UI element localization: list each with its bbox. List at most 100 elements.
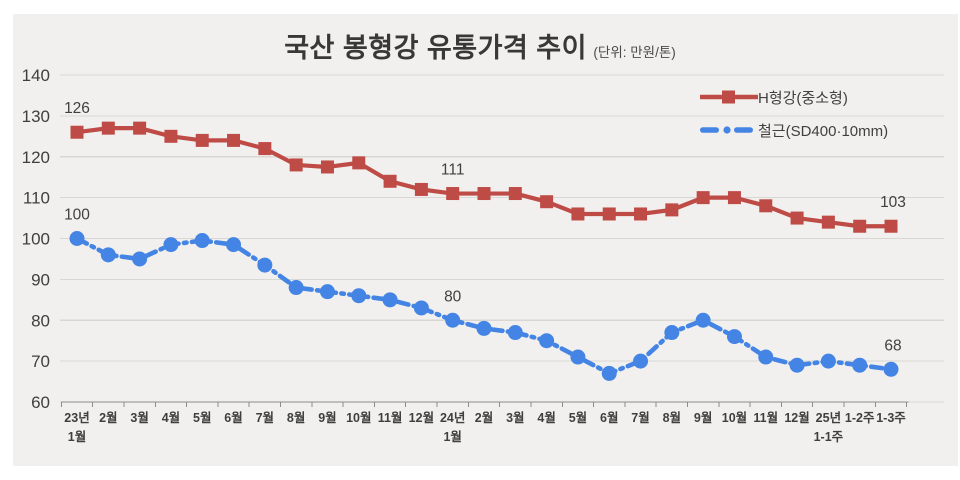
series-marker [821,215,835,229]
series-marker [288,280,304,296]
x-tick-label: 5월 [569,410,587,425]
series-marker [758,349,774,365]
series-marker [100,247,116,263]
x-tick-label: 10월 [346,410,371,425]
series-marker [164,129,178,143]
series-marker [133,121,147,135]
series-marker [696,191,710,205]
x-tick-label: 4월 [162,410,180,425]
y-tick-label: 90 [31,270,50,289]
chart-title: 국산 봉형강 유통가격 추이 [284,33,587,63]
series-marker [320,160,334,174]
y-tick-label: 70 [31,352,50,371]
x-tick-label: 8월 [663,410,681,425]
series-marker [257,257,273,273]
y-tick-label: 110 [23,189,50,208]
series-marker [383,174,397,188]
series-marker [570,349,586,365]
y-tick-label: 130 [22,107,50,126]
x-tick-label: 2월 [475,410,493,425]
series-marker [508,187,522,201]
series-marker [790,211,804,225]
series-marker [852,357,868,373]
x-tick-label: 10월 [722,410,747,425]
legend-label-rebar: 철근(SD400·10mm) [758,122,889,140]
x-tick-label: 3월 [130,410,148,425]
x-tick-label: 4월 [537,410,555,425]
series-marker [289,158,303,172]
data-label: 103 [880,194,906,211]
series-marker [539,333,555,349]
y-tick-label: 60 [31,393,50,412]
chart-header: 국산 봉형강 유통가격 추이 (단위: 만원/톤) [0,26,960,65]
series-marker [258,142,272,156]
series-marker [382,292,398,308]
series-marker [413,300,429,316]
chart-unit-note: (단위: 만원/톤) [593,45,676,60]
series-marker [664,325,680,341]
data-label: 80 [444,288,462,305]
series-marker [884,219,898,233]
x-tick-label: 23년 [64,411,89,425]
series-marker [634,207,648,221]
data-label: 68 [884,337,901,354]
series-marker [70,125,84,139]
series-marker [571,207,585,221]
x-tick-label: 24년 [440,411,465,425]
series-marker [351,288,367,304]
series-marker [695,312,711,328]
series-marker [352,156,366,170]
x-tick-label: 25년 [816,411,841,425]
series-marker [226,237,242,253]
legend-item-h-beam: H형강(중소형) [700,86,888,108]
data-label: 100 [64,207,90,224]
series-marker [507,325,523,341]
y-tick-label: 120 [22,148,50,167]
series-marker [820,353,836,369]
series-marker [445,312,461,328]
series-marker [194,233,210,249]
series-marker [195,133,209,147]
series-marker [476,320,492,336]
x-tick-label: 1월 [68,429,86,444]
rebar-line-marker-icon [700,126,753,134]
x-tick-label: 9월 [318,410,336,425]
y-tick-label: 100 [22,230,50,249]
x-tick-label: 6월 [600,410,618,425]
series-marker [227,133,241,147]
series-marker [726,329,742,345]
x-tick-label: 1-3주 [876,411,906,425]
series-marker [602,207,616,221]
x-tick-label: 1-1주 [814,430,844,444]
data-label: 126 [64,100,90,117]
x-tick-label: 7월 [256,410,274,425]
series-marker [69,231,85,246]
x-tick-label: 3월 [506,410,524,425]
series-marker [665,203,679,217]
chart-legend: H형강(중소형) 철근(SD400·10mm) [700,86,888,152]
x-tick-label: 2월 [99,410,117,425]
x-tick-label: 9월 [694,410,712,425]
x-tick-label: 1월 [443,429,461,444]
x-tick-label: 8월 [287,410,305,425]
h-beam-line-marker-icon [700,90,758,104]
series-marker [319,284,335,300]
x-tick-label: 12월 [784,410,809,425]
x-tick-label: 11월 [753,410,778,425]
series-marker [789,357,805,373]
series-marker [414,182,428,196]
series-marker [132,251,148,267]
series-marker [163,237,179,253]
y-tick-label: 140 [22,66,50,85]
series-marker [853,219,867,233]
series-marker [101,121,115,135]
x-tick-label: 11월 [378,410,403,425]
legend-item-rebar: 철근(SD400·10mm) [700,119,888,141]
x-tick-label: 12월 [409,410,434,425]
series-marker [540,195,554,209]
data-label: 111 [441,162,465,179]
series-marker [727,191,741,205]
x-tick-label: 1-2주 [845,411,875,425]
series-marker [759,199,773,213]
